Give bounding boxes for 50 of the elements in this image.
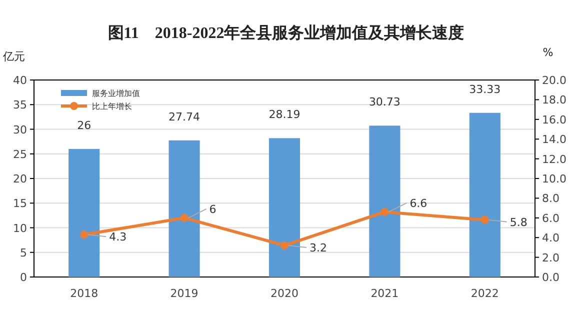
chart-title: 图11 2018-2022年全县服务业增加值及其增长速度 (108, 23, 464, 42)
bar (469, 112, 500, 277)
data-label: 6 (209, 202, 216, 216)
point (80, 230, 88, 239)
data-label: 27.74 (168, 110, 200, 124)
bar (268, 138, 300, 277)
y2-tick-label: 16.0 (542, 113, 566, 126)
data-label: 28.19 (268, 108, 300, 122)
x-tick-label: 2022 (470, 287, 499, 300)
bar (168, 140, 200, 277)
data-label: 33.33 (469, 82, 501, 96)
y-tick-label: 10 (13, 222, 27, 235)
y2-tick-label: 6.0 (542, 212, 560, 225)
y2-tick-label: 8.0 (542, 192, 560, 206)
y-tick-label: 35 (13, 98, 27, 112)
point (480, 216, 489, 224)
point (280, 241, 288, 250)
y2-tick-label: 12.0 (542, 152, 566, 166)
y-tick-label: 30 (13, 123, 27, 136)
y2-tick-label: 10.0 (542, 172, 566, 186)
y-axis-title: 亿元 (2, 50, 25, 63)
y2-tick-label: 4.0 (542, 232, 560, 245)
y2-tick-label: 18.0 (542, 94, 566, 107)
data-label: 6.6 (410, 196, 428, 210)
data-label: 26 (77, 118, 92, 132)
y-tick-label: 40 (13, 74, 27, 87)
y-tick-label: 0 (20, 271, 27, 284)
y2-tick-label: 14.0 (542, 133, 566, 146)
legend-label: 服务业增加值 (92, 89, 140, 98)
x-tick-label: 2018 (70, 287, 98, 300)
x-tick-label: 2020 (270, 287, 298, 300)
y2-axis-title: % (542, 46, 554, 59)
point (380, 208, 389, 216)
y2-tick-label: 2.0 (542, 251, 560, 264)
legend-label: 比上年增长 (92, 102, 132, 111)
y-tick-label: 15 (13, 197, 27, 210)
data-label: 3.2 (310, 241, 327, 254)
data-label: 5.8 (510, 216, 528, 229)
y-tick-label: 5 (20, 246, 27, 260)
y2-tick-label: 0.0 (542, 271, 560, 284)
x-tick-label: 2021 (370, 287, 399, 300)
y2-tick-label: 20.0 (542, 74, 566, 87)
data-label: 4.3 (109, 230, 127, 244)
x-tick-label: 2019 (170, 287, 198, 300)
bar (68, 148, 100, 277)
point (180, 214, 188, 222)
bar (369, 126, 400, 277)
y-tick-label: 25 (13, 148, 27, 161)
data-label: 30.73 (368, 96, 400, 109)
y-tick-label: 20 (13, 172, 27, 186)
